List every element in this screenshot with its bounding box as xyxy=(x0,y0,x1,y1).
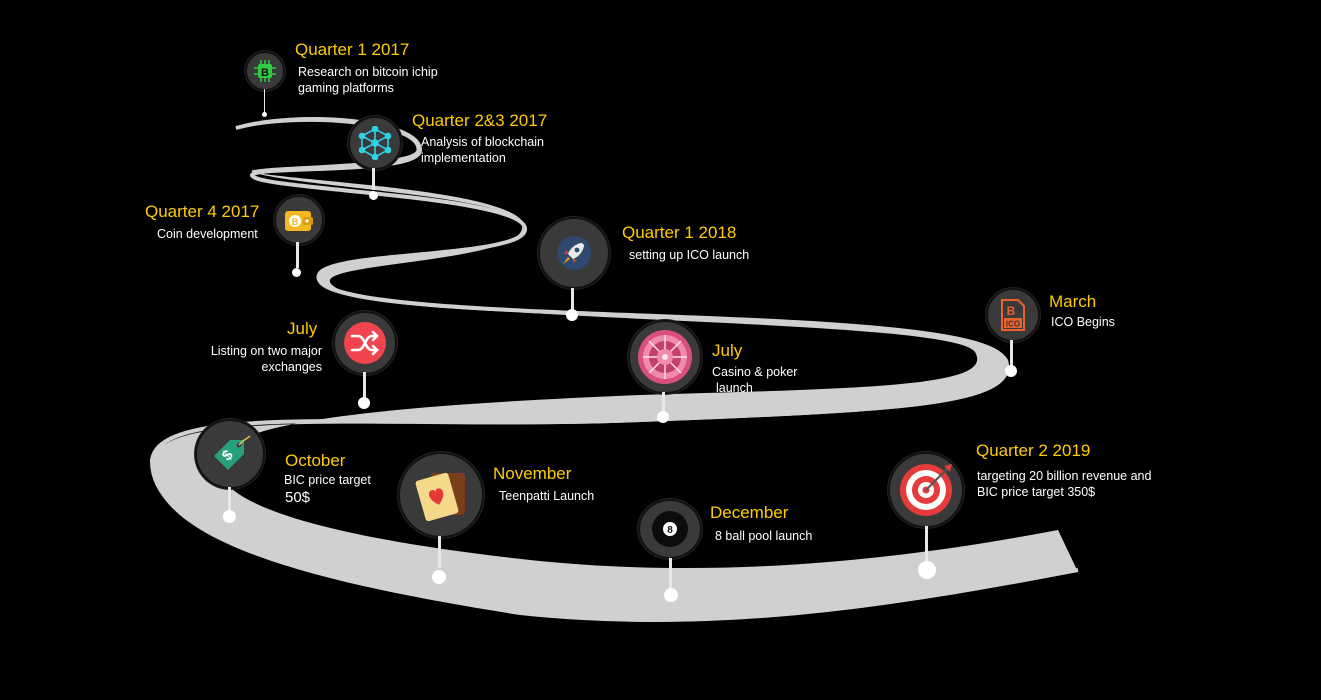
milestone-desc-line1: 8 ball pool launch xyxy=(715,529,813,543)
milestone-desc-line1: BIC price target xyxy=(284,473,371,487)
milestone-pin xyxy=(296,242,299,268)
milestone-title: November xyxy=(493,464,572,483)
milestone-dot xyxy=(292,268,301,277)
price-tag-icon: $ xyxy=(195,419,265,489)
milestone-desc-line1: targeting 20 billion revenue and xyxy=(977,469,1152,483)
milestone-desc-line2: implementation xyxy=(421,151,506,165)
shuffle-icon xyxy=(333,311,397,375)
milestone-dot xyxy=(664,588,678,602)
milestone-dot xyxy=(918,561,936,579)
milestone-desc-line1: Research on bitcoin ichip xyxy=(298,65,438,79)
milestone-desc-line1: ICO Begins xyxy=(1051,315,1115,329)
milestone-pin xyxy=(1010,340,1013,366)
milestone-dot xyxy=(223,510,236,523)
milestone-title: Quarter 2 2019 xyxy=(976,441,1091,460)
svg-text:ICO: ICO xyxy=(1006,320,1020,329)
milestone-title: July xyxy=(287,319,318,338)
ico-document-icon: B ICO xyxy=(986,288,1040,342)
milestone-dot xyxy=(358,397,370,409)
milestone-title: Quarter 1 2017 xyxy=(295,40,410,59)
target-icon xyxy=(888,452,964,528)
milestone-title: December xyxy=(710,503,789,522)
milestone-pin xyxy=(669,558,672,588)
svg-text:B: B xyxy=(292,217,299,227)
milestone-pin xyxy=(925,526,928,562)
milestone-title: July xyxy=(712,341,743,360)
milestone-pin xyxy=(264,89,265,113)
milestone-pin xyxy=(438,536,441,568)
milestone-pin xyxy=(571,288,574,310)
milestone-pin xyxy=(363,372,366,398)
milestone-desc-line2: BIC price target 350$ xyxy=(977,485,1096,499)
network-icon xyxy=(348,116,402,170)
milestone-dot xyxy=(262,112,267,117)
bitcoin-chip-icon: B xyxy=(245,51,285,91)
milestone-dot xyxy=(432,570,446,584)
svg-text:B: B xyxy=(261,67,269,79)
milestone-desc-line2: gaming platforms xyxy=(298,81,394,95)
milestone-title: Quarter 2&3 2017 xyxy=(412,111,548,130)
playing-card-icon xyxy=(398,452,484,538)
milestone-dot xyxy=(1005,365,1017,377)
milestone-desc-line1: Listing on two major xyxy=(210,344,322,358)
milestone-desc-line1: setting up ICO launch xyxy=(629,248,750,262)
milestone-pin xyxy=(372,168,375,190)
wallet-icon: B xyxy=(274,195,324,245)
eight-ball-icon: 8 xyxy=(638,499,702,559)
milestone-desc-line2: launch xyxy=(716,381,753,395)
milestone-desc-line2: 50$ xyxy=(285,489,311,506)
milestone-dot xyxy=(566,309,578,321)
milestone-title: Quarter 1 2018 xyxy=(622,223,737,242)
svg-text:B: B xyxy=(1007,304,1016,318)
roulette-icon xyxy=(628,320,702,394)
milestone-dot xyxy=(369,191,378,200)
milestone-pin xyxy=(228,487,231,511)
milestone-desc-line2: exchanges xyxy=(261,360,322,374)
milestone-dot xyxy=(657,411,669,423)
milestone-title: October xyxy=(285,451,346,470)
svg-text:8: 8 xyxy=(667,525,673,536)
milestone-pin xyxy=(662,392,665,412)
milestone-title: Quarter 4 2017 xyxy=(145,202,260,221)
milestone-desc-line1: Analysis of blockchain xyxy=(421,135,544,149)
rocket-icon xyxy=(538,217,610,289)
milestone-desc-line1: Coin development xyxy=(157,227,258,241)
milestone-desc-line1: Casino & poker xyxy=(712,365,798,379)
milestone-desc-line1: Teenpatti Launch xyxy=(499,489,595,503)
milestone-title: March xyxy=(1049,292,1097,311)
